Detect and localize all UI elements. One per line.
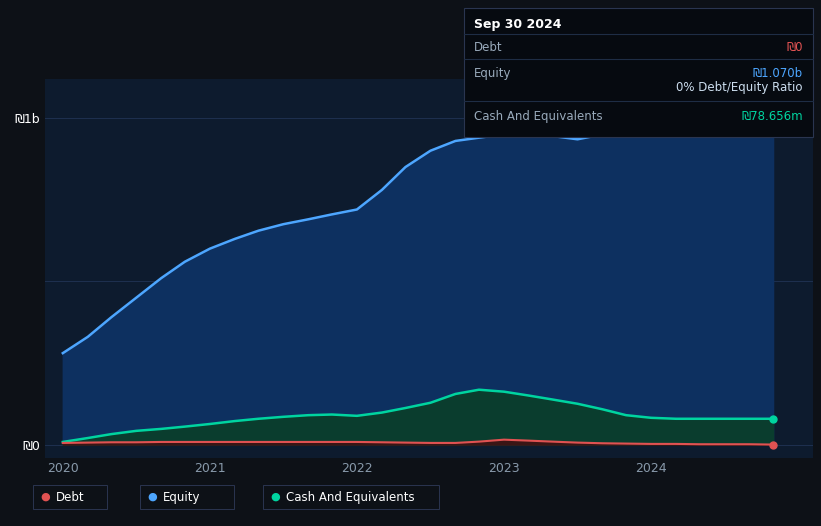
Text: Sep 30 2024: Sep 30 2024 <box>474 18 562 31</box>
Text: Debt: Debt <box>474 42 502 54</box>
Text: Debt: Debt <box>56 491 85 503</box>
Text: Cash And Equivalents: Cash And Equivalents <box>286 491 415 503</box>
Text: ●: ● <box>270 492 280 502</box>
Text: Equity: Equity <box>163 491 200 503</box>
Text: ₪78.656m: ₪78.656m <box>741 109 803 123</box>
Text: ₪1.070b: ₪1.070b <box>753 67 803 80</box>
Text: ₪0: ₪0 <box>787 42 803 54</box>
Text: ●: ● <box>40 492 50 502</box>
Text: ●: ● <box>147 492 157 502</box>
Text: Equity: Equity <box>474 67 511 80</box>
Text: Cash And Equivalents: Cash And Equivalents <box>474 109 603 123</box>
Text: 0% Debt/Equity Ratio: 0% Debt/Equity Ratio <box>677 82 803 94</box>
